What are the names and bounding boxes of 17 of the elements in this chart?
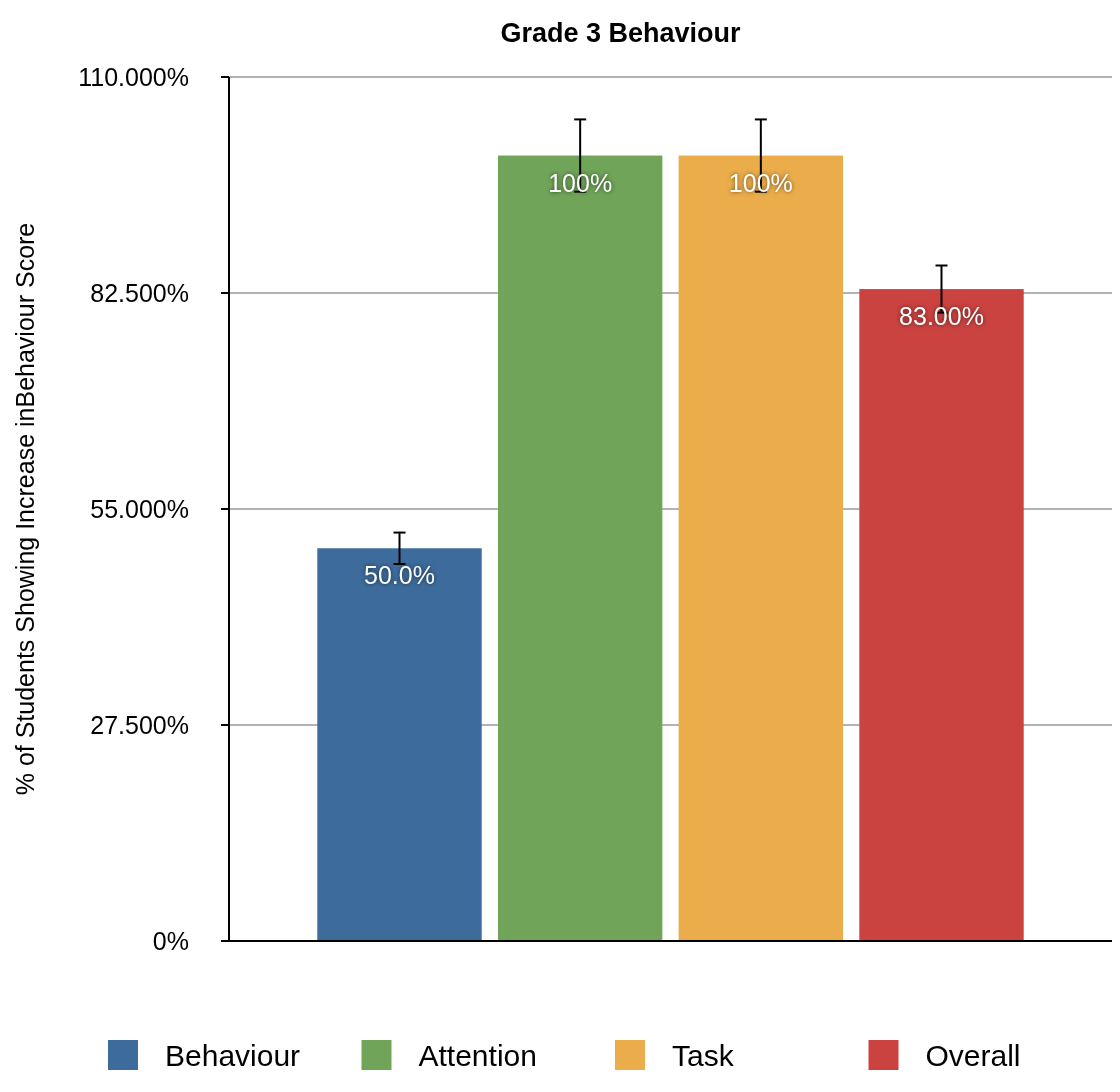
bar: [859, 289, 1024, 941]
y-tick-label: 55.000%: [90, 494, 189, 523]
y-tick-label: 82.500%: [90, 278, 189, 307]
data-label: 83.00%: [899, 302, 984, 331]
legend-label: Overall: [925, 1038, 1021, 1072]
legend-label: Attention: [418, 1038, 537, 1072]
y-tick-label: 27.500%: [90, 710, 189, 739]
chart-title: Grade 3 Behaviour: [500, 18, 742, 48]
bar: [678, 155, 844, 941]
y-tick-label: 0%: [152, 926, 189, 955]
legend-label: Behaviour: [165, 1038, 301, 1072]
bar: [497, 155, 663, 941]
data-label: 50.0%: [364, 561, 435, 590]
bar: [317, 548, 482, 941]
y-tick-label: 110.000%: [78, 62, 189, 91]
y-axis-title: % of Students Showing Increase inBehaviour Score: [11, 222, 39, 796]
legend-label: Task: [672, 1038, 735, 1072]
